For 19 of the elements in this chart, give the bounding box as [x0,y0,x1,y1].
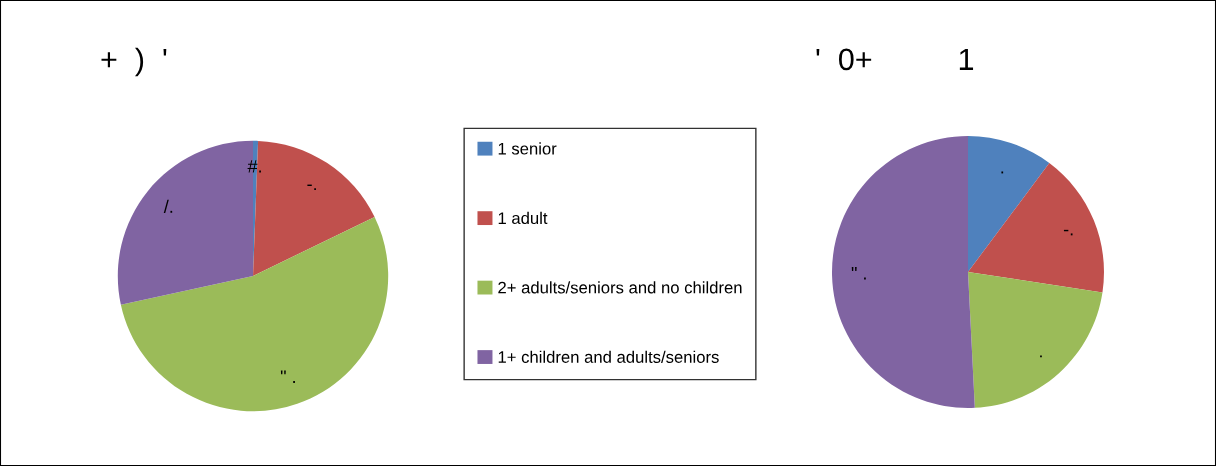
data-label: " . [280,370,295,383]
data-label: /. [163,199,173,213]
data-label: -. [1063,229,1073,236]
legend-label: 1 senior [498,142,557,155]
chart-title: ' 0+ 1 [816,48,974,71]
data-label: -. [307,184,316,191]
data-label: " . [851,266,866,280]
chart-title: + ) ' [101,47,167,77]
pie-slice [120,216,389,412]
data-label: . [1001,171,1004,174]
legend-label: 1+ children and adults/seniors [498,350,719,363]
legend-label: 1 adult [498,211,548,225]
pie-slice [832,136,975,408]
pie-slice [968,272,1103,408]
pie-slice [968,136,1050,272]
data-label: . [1040,355,1042,358]
legend-label: 2+ adults/seniors and no children [498,281,742,294]
data-label: #. [247,160,261,173]
pie-slice [968,162,1104,293]
